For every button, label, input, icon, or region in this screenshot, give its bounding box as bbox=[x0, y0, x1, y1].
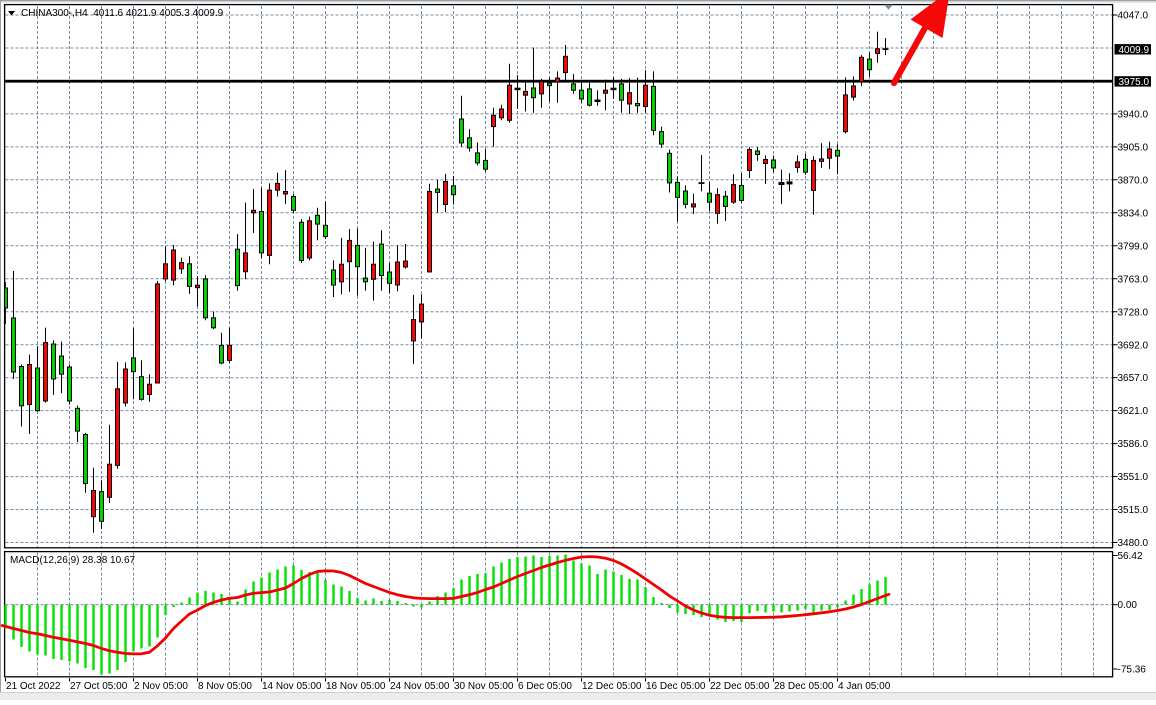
svg-text:MACD(12,26,9) 28.38 10.67: MACD(12,26,9) 28.38 10.67 bbox=[10, 555, 136, 566]
svg-text:3834.0: 3834.0 bbox=[1118, 208, 1149, 219]
svg-text:6 Dec 05:00: 6 Dec 05:00 bbox=[518, 681, 572, 692]
svg-text:4009.9: 4009.9 bbox=[1119, 45, 1150, 56]
svg-text:3480.0: 3480.0 bbox=[1118, 538, 1149, 549]
svg-text:14 Nov 05:00: 14 Nov 05:00 bbox=[262, 681, 322, 692]
svg-text:3799.0: 3799.0 bbox=[1118, 241, 1149, 252]
svg-text:3940.0: 3940.0 bbox=[1118, 110, 1149, 121]
svg-text:3657.0: 3657.0 bbox=[1118, 373, 1149, 384]
svg-text:8 Nov 05:00: 8 Nov 05:00 bbox=[198, 681, 252, 692]
svg-text:2 Nov 05:00: 2 Nov 05:00 bbox=[134, 681, 188, 692]
svg-text:0.00: 0.00 bbox=[1118, 600, 1138, 611]
svg-text:22 Dec 05:00: 22 Dec 05:00 bbox=[710, 681, 770, 692]
svg-text:3692.0: 3692.0 bbox=[1118, 340, 1149, 351]
svg-text:12 Dec 05:00: 12 Dec 05:00 bbox=[582, 681, 642, 692]
svg-text:24 Nov 05:00: 24 Nov 05:00 bbox=[390, 681, 450, 692]
svg-text:4 Jan 05:00: 4 Jan 05:00 bbox=[838, 681, 891, 692]
svg-text:3728.0: 3728.0 bbox=[1118, 307, 1149, 318]
svg-text:CHINA300-,H4 4011.6 4021.9 40: CHINA300-,H4 4011.6 4021.9 4005.3 4009.9 bbox=[21, 8, 224, 19]
svg-text:3621.0: 3621.0 bbox=[1118, 406, 1149, 417]
svg-text:3975.0: 3975.0 bbox=[1119, 77, 1150, 88]
svg-text:3763.0: 3763.0 bbox=[1118, 274, 1149, 285]
svg-text:-75.36: -75.36 bbox=[1118, 665, 1147, 676]
svg-text:3586.0: 3586.0 bbox=[1118, 439, 1149, 450]
svg-text:3515.0: 3515.0 bbox=[1118, 505, 1149, 516]
svg-text:3905.0: 3905.0 bbox=[1118, 143, 1149, 154]
svg-text:4047.0: 4047.0 bbox=[1118, 11, 1149, 22]
svg-text:3870.0: 3870.0 bbox=[1118, 175, 1149, 186]
svg-text:56.42: 56.42 bbox=[1118, 551, 1143, 562]
svg-text:18 Nov 05:00: 18 Nov 05:00 bbox=[326, 681, 386, 692]
svg-text:30 Nov 05:00: 30 Nov 05:00 bbox=[454, 681, 514, 692]
svg-text:21 Oct 2022: 21 Oct 2022 bbox=[6, 681, 61, 692]
svg-text:3551.0: 3551.0 bbox=[1118, 472, 1149, 483]
svg-text:27 Oct 05:00: 27 Oct 05:00 bbox=[70, 681, 128, 692]
svg-text:28 Dec 05:00: 28 Dec 05:00 bbox=[774, 681, 834, 692]
svg-text:16 Dec 05:00: 16 Dec 05:00 bbox=[646, 681, 706, 692]
